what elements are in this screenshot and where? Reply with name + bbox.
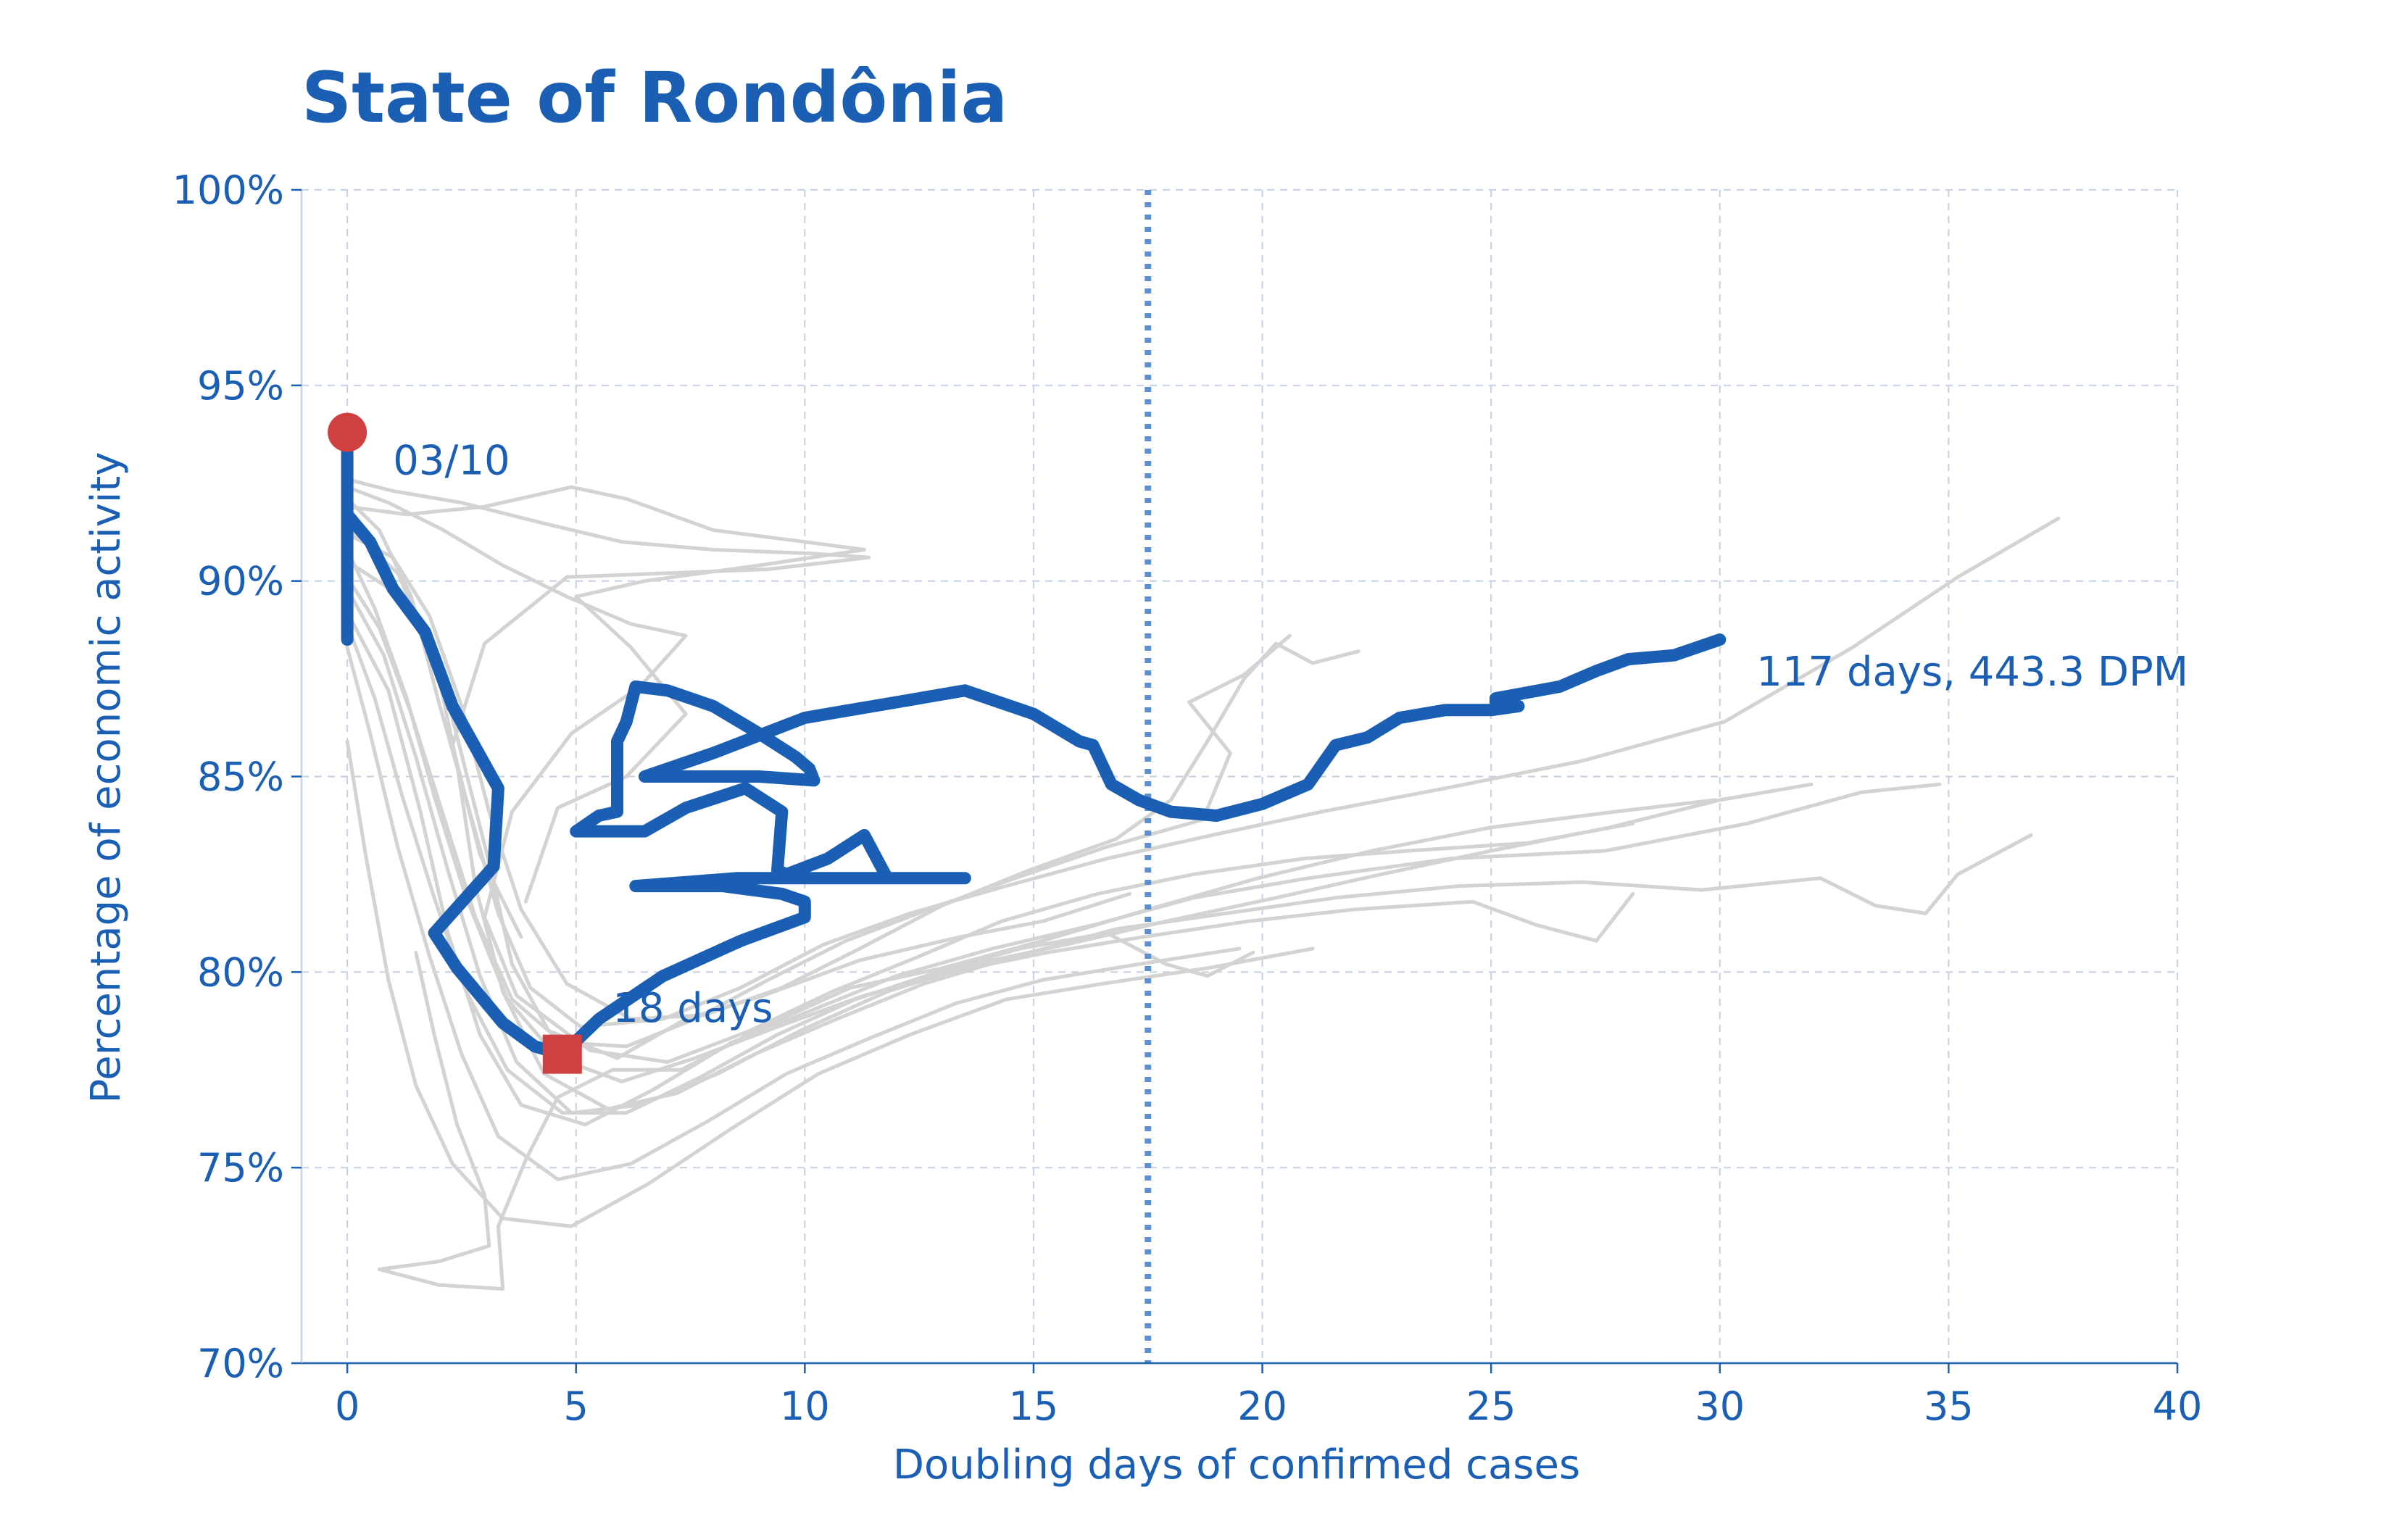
x-tick-label-7: 35: [1924, 1383, 1974, 1429]
annotations-group: 03/10 18 days 117 days, 443.3 DPM: [393, 437, 2188, 1032]
start-marker-circle: [328, 412, 367, 452]
grid-lines: [302, 188, 2179, 1365]
background-series-line-9: [345, 739, 1315, 1228]
background-series-line-11: [345, 485, 1635, 1064]
background-series-line-4: [345, 645, 1242, 1181]
x-tick-label-4: 20: [1237, 1383, 1287, 1429]
highlight-series-line: [341, 426, 1727, 1061]
x-tick-label-3: 15: [1009, 1383, 1059, 1429]
background-series-line-5: [345, 587, 1814, 1115]
background-series-line-12: [345, 575, 1292, 1049]
background-series-line-7: [345, 485, 866, 904]
x-tick-label-0: 0: [335, 1383, 360, 1429]
background-series-line-2: [345, 496, 2061, 1029]
y-tick-label-6: 100%: [173, 167, 284, 213]
y-tick-label-0: 70%: [197, 1341, 284, 1386]
annotation-label-2: 117 days, 443.3 DPM: [1756, 649, 2188, 696]
x-tick-label-5: 25: [1466, 1383, 1516, 1429]
x-tick-label-6: 30: [1695, 1383, 1745, 1429]
background-series-line-10: [377, 798, 1717, 1291]
y-tick-label-1: 75%: [197, 1145, 284, 1191]
background-series-group: [345, 477, 2061, 1291]
annotation-label-0: 03/10: [393, 437, 510, 484]
x-tick-label-8: 40: [2153, 1383, 2203, 1429]
x-tick-labels: 0 5 10 15 20 25 30 35 40: [335, 1363, 2202, 1429]
background-series-line-14: [345, 622, 1255, 1115]
highlight-series-group: [341, 426, 1727, 1061]
annotation-label-1: 18 days: [612, 985, 773, 1032]
y-tick-label-2: 80%: [197, 949, 284, 995]
chart-title: State of Rondônia: [302, 57, 1008, 138]
markers-group: [328, 412, 582, 1074]
y-tick-label-4: 90%: [197, 559, 284, 604]
x-tick-label-2: 10: [780, 1383, 830, 1429]
y-axis-label: Percentage of economic activity: [83, 452, 130, 1104]
end-marker-square: [542, 1034, 582, 1074]
x-tick-label-1: 5: [564, 1383, 589, 1429]
y-tick-label-5: 95%: [197, 363, 284, 409]
x-axis-label: Doubling days of confirmed cases: [893, 1441, 1580, 1489]
background-series-line-8: [345, 548, 1635, 1083]
y-tick-labels: 70% 75% 80% 85% 90% 95% 100%: [173, 167, 302, 1386]
y-tick-label-3: 85%: [197, 754, 284, 800]
